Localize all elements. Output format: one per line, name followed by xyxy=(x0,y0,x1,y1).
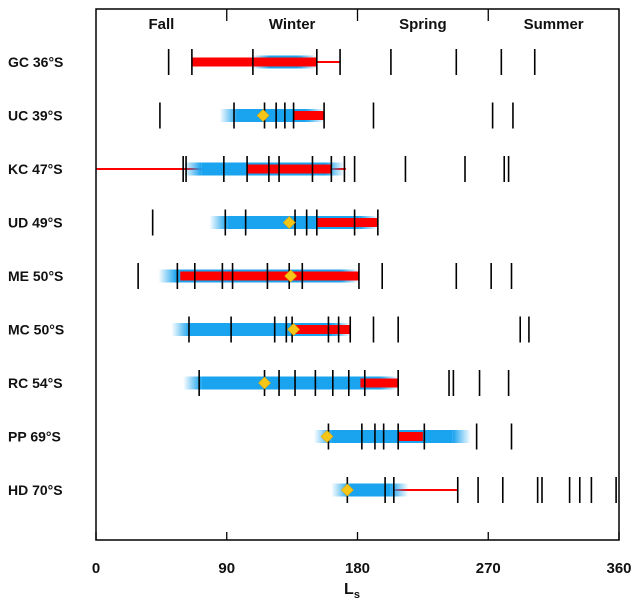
site-labels: GC 36°S UC 39°S KC 47°S UD 49°S ME 50°S MC 50… xyxy=(8,54,64,498)
red-bar xyxy=(180,271,359,281)
site-row xyxy=(137,263,513,289)
blue-bar xyxy=(349,483,391,497)
diamond-marker xyxy=(282,216,296,229)
blue-bar-fade-start xyxy=(209,216,228,229)
blue-bar-fade-start xyxy=(219,109,238,122)
blue-bar-fade-end xyxy=(452,430,471,443)
blue-bar-fade-end xyxy=(390,483,409,497)
site-row xyxy=(151,209,379,236)
x-tick-label: 180 xyxy=(345,560,370,577)
red-bar xyxy=(293,325,351,334)
diamond-marker xyxy=(287,323,301,336)
season-labels: Fall Winter Spring Summer xyxy=(148,16,583,33)
site-label: UD 49°S xyxy=(8,215,63,231)
season-label-winter: Winter xyxy=(269,16,316,33)
site-row xyxy=(313,423,513,450)
red-bar xyxy=(398,432,423,441)
red-bar xyxy=(293,111,325,120)
blue-bar-fade-start xyxy=(171,323,190,336)
red-bar xyxy=(316,218,378,227)
blue-bar xyxy=(331,430,453,443)
red-bar xyxy=(191,57,317,67)
diamond-marker xyxy=(256,109,270,122)
red-bar xyxy=(247,164,332,174)
site-label: HD 70°S xyxy=(8,482,63,498)
diamond-marker xyxy=(320,430,334,443)
x-tick-label: 90 xyxy=(218,560,235,577)
site-label: KC 47°S xyxy=(8,161,63,177)
site-label: RC 54°S xyxy=(8,375,63,391)
diamond-marker xyxy=(284,269,298,283)
site-label: PP 69°S xyxy=(8,429,61,445)
red-bar xyxy=(360,378,399,388)
site-row xyxy=(183,370,510,396)
diamond-marker xyxy=(258,376,271,390)
blue-bar-fade-start xyxy=(183,162,202,176)
x-tick-label: 360 xyxy=(606,560,631,577)
site-label: MC 50°S xyxy=(8,322,64,338)
season-label-fall: Fall xyxy=(148,16,174,33)
site-label: ME 50°S xyxy=(8,268,63,284)
season-label-spring: Spring xyxy=(399,16,447,33)
blue-bar xyxy=(237,109,307,122)
blue-bar-fade-start xyxy=(158,269,177,283)
x-axis-title: Ls xyxy=(344,581,360,599)
plot-area xyxy=(96,49,617,503)
diamond-marker xyxy=(340,483,354,497)
site-row xyxy=(171,316,530,343)
site-row xyxy=(167,49,536,75)
x-tick-label: 270 xyxy=(476,560,501,577)
season-label-summer: Summer xyxy=(524,16,584,33)
x-tick-label: 0 xyxy=(92,560,100,577)
site-label: UC 39°S xyxy=(8,108,63,124)
blue-bar xyxy=(201,376,381,390)
site-label: GC 36°S xyxy=(8,54,63,70)
blue-bar-fade-start xyxy=(183,376,202,390)
site-row xyxy=(96,156,510,182)
x-axis: 0 90 180 270 360 xyxy=(92,9,632,577)
site-row xyxy=(159,102,514,129)
site-row xyxy=(331,477,617,503)
